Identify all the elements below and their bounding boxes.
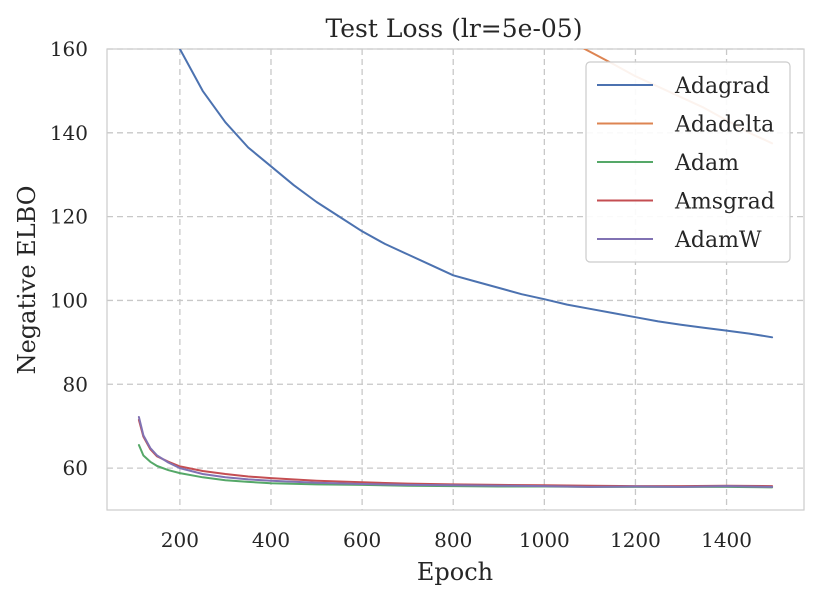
- y-tick-label: 160: [50, 37, 88, 61]
- series-line-amsgrad: [137, 418, 774, 488]
- x-tick-label: 800: [434, 528, 472, 552]
- legend: Adagrad Adadelta Adam Amsgrad AdamW: [585, 61, 791, 263]
- series-line-adagrad: [178, 49, 774, 339]
- legend-label-adamw: AdamW: [674, 228, 762, 253]
- legend-label-adam: Adam: [674, 151, 739, 176]
- x-tick-label: 1200: [610, 528, 661, 552]
- tick-labels: 200 400 600 800 1000 1200 1400 60 80 100 120 140 160: [50, 37, 752, 552]
- legend-label-amsgrad: Amsgrad: [674, 190, 775, 215]
- y-tick-label: 60: [63, 456, 88, 480]
- x-tick-label: 600: [343, 528, 381, 552]
- x-tick-label: 400: [252, 528, 290, 552]
- y-tick-label: 80: [63, 372, 88, 396]
- x-tick-label: 1400: [701, 528, 752, 552]
- legend-box: [585, 61, 791, 263]
- chart-title: Test Loss (lr=5e-05): [326, 14, 583, 43]
- y-tick-label: 120: [50, 205, 88, 229]
- legend-label-adadelta: Adadelta: [674, 113, 774, 138]
- y-tick-label: 140: [50, 121, 88, 145]
- legend-label-adagrad: Adagrad: [674, 74, 770, 99]
- x-tick-label: 200: [161, 528, 199, 552]
- series-line-adam: [137, 444, 774, 489]
- series-lines: [137, 49, 774, 489]
- legend-items: Adagrad Adadelta Adam Amsgrad AdamW: [597, 74, 775, 253]
- plot-area-frame: [106, 48, 805, 511]
- y-axis-label: Negative ELBO: [13, 186, 41, 375]
- x-axis-label: Epoch: [417, 558, 493, 586]
- x-tick-label: 1000: [519, 528, 570, 552]
- series-line-adamw: [137, 416, 774, 488]
- y-tick-label: 100: [50, 288, 88, 312]
